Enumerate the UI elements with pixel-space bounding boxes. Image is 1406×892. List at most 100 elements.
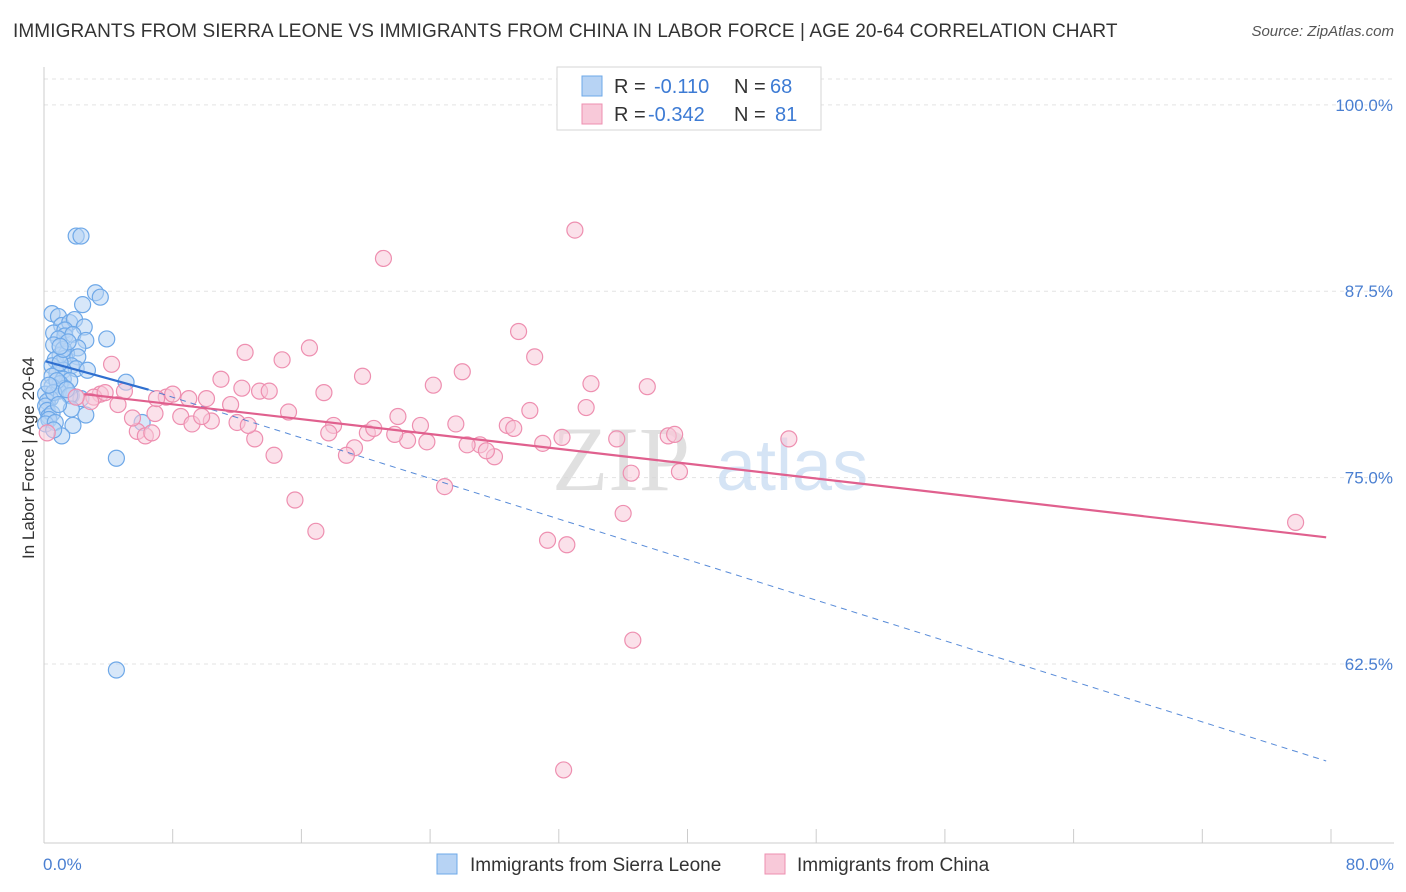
- china-point: [509, 322, 528, 341]
- china-point: [260, 382, 278, 400]
- x-tick-label-1: 80.0%: [1346, 855, 1394, 874]
- china-point: [418, 433, 436, 451]
- china-point: [193, 407, 211, 426]
- china-point: [453, 363, 471, 381]
- china-point: [374, 249, 393, 268]
- china-point: [337, 446, 356, 464]
- china-point: [164, 385, 182, 403]
- series-china-points: [38, 221, 1305, 779]
- y-tick-label-3: 100.0%: [1335, 96, 1393, 115]
- trend-line-sierra-leone: [45, 360, 149, 391]
- china-point: [273, 351, 291, 369]
- sierra-leone-point: [40, 376, 58, 394]
- china-point: [534, 434, 552, 452]
- china-point: [222, 395, 240, 414]
- legend-r-value-2: -0.342: [648, 104, 705, 126]
- sierra-leone-point: [107, 449, 125, 467]
- china-point: [582, 375, 600, 393]
- legend-r-value-1: -0.110: [654, 76, 709, 98]
- china-point: [622, 464, 640, 482]
- watermark-zip: ZIP: [552, 408, 690, 510]
- bottom-legend-label-pink: Immigrants from China: [797, 855, 990, 876]
- legend-swatch-pink: [581, 103, 603, 125]
- china-point: [109, 395, 127, 414]
- china-point: [38, 424, 56, 442]
- china-point: [670, 463, 689, 481]
- china-point: [614, 504, 632, 523]
- legend-r-label-1: R =: [614, 76, 646, 98]
- sierra-leone-point: [49, 395, 68, 414]
- china-point: [447, 415, 465, 433]
- china-point: [558, 536, 576, 554]
- y-tick-label-2: 87.5%: [1345, 282, 1393, 301]
- sierra-leone-point: [74, 296, 92, 314]
- legend-n-label-2: N =: [734, 104, 766, 126]
- legend-n-value-1: 68: [770, 76, 792, 98]
- axes: [43, 67, 1394, 844]
- source-label: Source: ZipAtlas.com: [1251, 23, 1394, 40]
- china-point: [477, 442, 496, 460]
- sierra-leone-point: [107, 661, 125, 679]
- china-point: [435, 477, 454, 496]
- bottom-legend-swatch-blue: [436, 853, 458, 875]
- china-point: [233, 379, 251, 397]
- top-legend: R = -0.110 N = 68 R = -0.342 N = 81: [556, 66, 822, 131]
- china-point: [236, 343, 254, 361]
- bottom-legend-swatch-pink: [764, 853, 786, 875]
- trend-line-china: [84, 393, 1327, 539]
- china-point: [146, 404, 164, 423]
- china-point: [566, 221, 584, 239]
- china-point: [608, 430, 626, 448]
- chart-title: IMMIGRANTS FROM SIERRA LEONE VS IMMIGRAN…: [13, 21, 1118, 42]
- china-point: [555, 761, 573, 779]
- series-sierra-leone-points: [37, 227, 151, 679]
- china-point: [553, 428, 571, 446]
- trend-line-sierra-leone-dashed: [148, 389, 1327, 762]
- y-axis-label: In Labor Force | Age 20-64: [19, 357, 38, 559]
- watermark: ZIP atlas: [552, 408, 868, 510]
- bottom-legend-label-blue: Immigrants from Sierra Leone: [470, 855, 721, 876]
- x-tick-label-0: 0.0%: [43, 855, 82, 874]
- china-point: [458, 436, 476, 454]
- china-point: [411, 416, 430, 435]
- legend-swatch-blue: [581, 75, 603, 97]
- china-point: [624, 631, 642, 649]
- china-point: [123, 409, 142, 427]
- china-point: [265, 446, 283, 464]
- china-point: [315, 384, 333, 402]
- china-point: [320, 424, 338, 442]
- china-point: [307, 522, 325, 540]
- legend-r-label-2: R =: [614, 104, 646, 126]
- china-point: [212, 370, 230, 388]
- legend-n-value-2: 81: [775, 104, 797, 126]
- china-point: [102, 355, 121, 373]
- china-point: [197, 390, 216, 408]
- y-tick-label-0: 62.5%: [1345, 655, 1393, 674]
- sierra-leone-point: [51, 337, 69, 356]
- china-point: [424, 376, 442, 394]
- china-point: [577, 398, 595, 417]
- china-point: [279, 403, 298, 421]
- china-point: [666, 425, 684, 443]
- china-point: [1287, 513, 1305, 531]
- china-point: [780, 430, 798, 448]
- legend-n-label-1: N =: [734, 76, 766, 98]
- china-point: [389, 407, 407, 426]
- tick-labels: 62.5% 75.0% 87.5% 100.0% 0.0% 80.0%: [43, 96, 1394, 874]
- y-tick-label-1: 75.0%: [1345, 469, 1393, 488]
- china-point: [505, 419, 523, 438]
- china-point: [67, 388, 85, 406]
- sierra-leone-point: [98, 330, 116, 348]
- china-point: [538, 531, 557, 549]
- bottom-legend: Immigrants from Sierra Leone Immigrants …: [436, 853, 990, 876]
- grid-lines: [44, 78, 1394, 665]
- china-point: [239, 416, 257, 435]
- china-point: [300, 339, 319, 357]
- china-point: [353, 367, 372, 385]
- china-point: [521, 401, 539, 420]
- sierra-leone-point: [91, 288, 109, 306]
- sierra-leone-point: [72, 227, 90, 245]
- china-point: [286, 491, 304, 509]
- china-point: [526, 348, 544, 366]
